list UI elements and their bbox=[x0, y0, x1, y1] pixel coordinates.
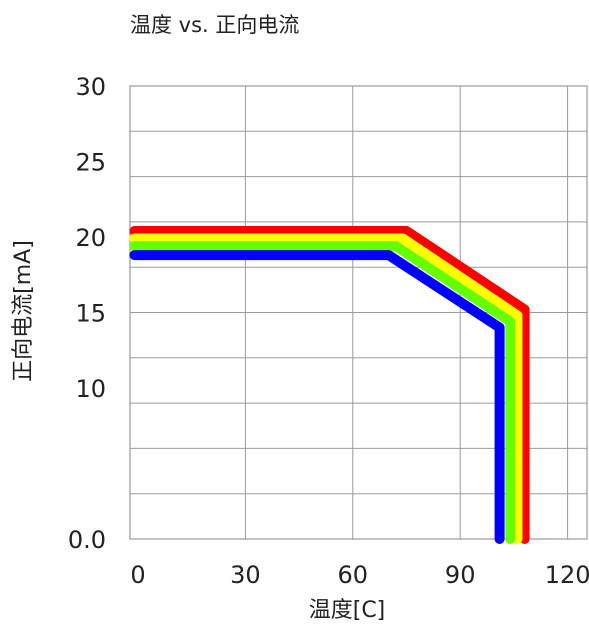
x-tick-label: 120 bbox=[545, 561, 589, 589]
chart-title: 温度 vs. 正向电流 bbox=[130, 13, 299, 37]
x-axis-label: 温度[C] bbox=[309, 598, 386, 623]
y-axis-label: 正向电流[mA] bbox=[11, 240, 36, 382]
x-tick-label: 30 bbox=[230, 561, 261, 589]
y-tick-label: 30 bbox=[75, 73, 106, 101]
y-tick-label: 0.0 bbox=[68, 526, 106, 554]
series-line-2 bbox=[129, 233, 523, 544]
x-tick-labels: 0 30 60 90 120 bbox=[130, 561, 589, 589]
y-tick-label: 10 bbox=[75, 375, 106, 403]
y-tick-label: 20 bbox=[75, 224, 106, 252]
series-line-3 bbox=[129, 241, 516, 544]
series-line-4 bbox=[129, 250, 505, 544]
y-tick-label: 25 bbox=[75, 149, 106, 177]
y-tick-labels: 0.0 10 15 20 25 30 bbox=[68, 73, 106, 554]
series-line-1 bbox=[129, 226, 530, 544]
x-tick-label: 60 bbox=[338, 561, 369, 589]
x-tick-label: 0 bbox=[130, 561, 145, 589]
series-group bbox=[129, 226, 530, 544]
x-tick-label: 90 bbox=[445, 561, 476, 589]
y-tick-label: 15 bbox=[75, 300, 106, 328]
